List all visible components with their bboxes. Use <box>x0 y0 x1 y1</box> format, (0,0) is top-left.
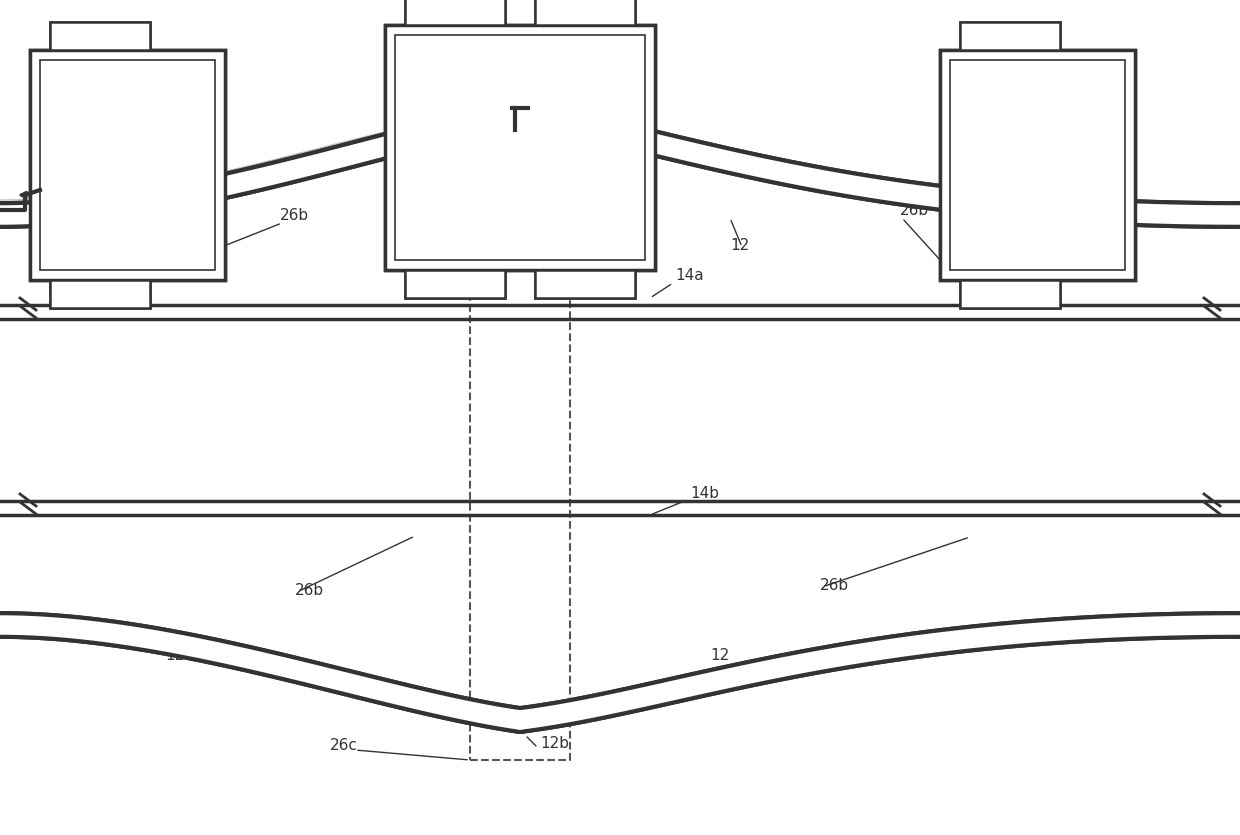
Text: 12: 12 <box>730 238 750 253</box>
Text: 12b: 12b <box>560 83 589 98</box>
Bar <box>30 50 224 280</box>
Bar <box>960 22 1060 50</box>
Text: 12: 12 <box>711 648 729 663</box>
Bar <box>534 0 635 25</box>
Text: 12: 12 <box>165 648 185 663</box>
Text: 14: 14 <box>117 156 139 174</box>
Text: 14: 14 <box>1025 156 1049 174</box>
Bar <box>960 280 1060 308</box>
Text: 14: 14 <box>508 139 532 156</box>
Text: 10': 10' <box>1030 46 1058 64</box>
Text: 26b: 26b <box>900 203 929 218</box>
Bar <box>384 25 655 270</box>
Text: 14: 14 <box>1025 156 1049 174</box>
Bar <box>960 22 1060 50</box>
Text: 26c: 26c <box>330 738 358 753</box>
Text: 14: 14 <box>117 156 139 174</box>
Bar <box>950 60 1125 270</box>
Text: 14b: 14b <box>689 486 719 501</box>
Bar <box>396 35 645 260</box>
Bar <box>960 280 1060 308</box>
Bar <box>50 280 150 308</box>
Bar <box>405 270 505 298</box>
Text: 26b: 26b <box>295 583 324 598</box>
Text: 14: 14 <box>508 139 532 156</box>
Bar <box>405 270 505 298</box>
Bar <box>940 50 1135 280</box>
Text: 26c: 26c <box>330 148 358 163</box>
Bar <box>534 0 635 25</box>
Bar <box>396 35 645 260</box>
Text: 12b: 12b <box>539 736 569 751</box>
Bar <box>405 0 505 25</box>
Bar <box>470 80 570 760</box>
Bar <box>50 280 150 308</box>
Text: 12: 12 <box>140 238 160 253</box>
Bar <box>534 270 635 298</box>
Bar <box>384 25 655 270</box>
Bar <box>940 50 1135 280</box>
Bar <box>40 60 215 270</box>
Bar <box>405 0 505 25</box>
Bar <box>50 22 150 50</box>
Bar <box>40 60 215 270</box>
Text: 26b: 26b <box>280 208 309 223</box>
Bar <box>30 50 224 280</box>
Text: 14a: 14a <box>675 268 703 283</box>
Text: 26b: 26b <box>820 578 849 593</box>
Bar <box>950 60 1125 270</box>
Bar <box>534 270 635 298</box>
Bar <box>50 22 150 50</box>
